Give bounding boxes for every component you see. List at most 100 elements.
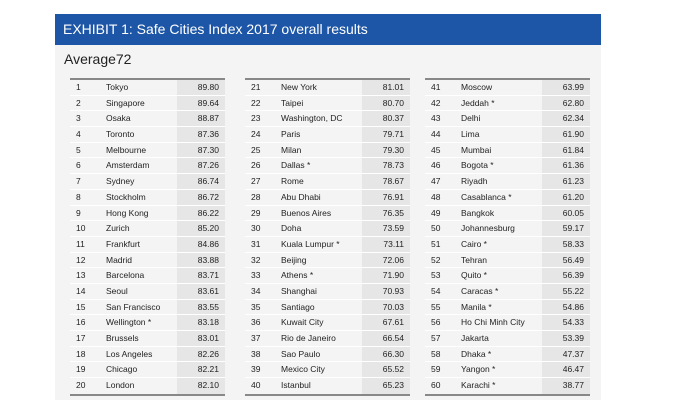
score-cell: 66.54 [362, 331, 410, 346]
score-cell: 79.71 [362, 127, 410, 142]
city-cell: Santiago [281, 301, 315, 312]
table-row: 6 Amsterdam 87.26 [70, 158, 225, 175]
table-row: 40 Istanbul 65.23 [245, 378, 410, 394]
table-row: 7 Sydney 86.74 [70, 174, 225, 190]
city-cell: Frankfurt [106, 238, 141, 249]
city-cell: Tokyo [106, 82, 129, 92]
table-row: 29 Buenos Aires 76.35 [245, 205, 410, 222]
score-cell: 82.10 [177, 378, 225, 394]
rank-cell: 37 [251, 333, 261, 343]
score-cell: 86.22 [177, 205, 225, 221]
table-row: 26 Dallas * 78.73 [245, 158, 410, 175]
city-cell: Karachi * [461, 380, 496, 391]
score-cell: 61.36 [542, 158, 590, 174]
rank-cell: 29 [251, 207, 261, 218]
city-cell: Rio de Janeiro [281, 333, 336, 343]
score-cell: 87.36 [177, 127, 225, 142]
score-cell: 47.37 [542, 346, 590, 362]
table-row: 55 Manila * 54.86 [425, 299, 590, 316]
table-row: 20 London 82.10 [70, 378, 225, 394]
city-cell: Taipei [281, 97, 304, 108]
table-row: 21 New York 81.01 [245, 80, 410, 96]
table-row: 41 Moscow 63.99 [425, 80, 590, 96]
city-cell: Mumbai [461, 144, 492, 155]
score-cell: 88.87 [177, 111, 225, 127]
table-row: 31 Kuala Lumpur * 73.11 [245, 236, 410, 253]
rank-cell: 39 [251, 364, 261, 375]
table-row: 39 Mexico City 65.52 [245, 362, 410, 379]
city-cell: Mexico City [281, 364, 325, 375]
rank-cell: 27 [251, 176, 261, 187]
rank-cell: 12 [76, 254, 86, 265]
score-cell: 83.55 [177, 299, 225, 315]
score-cell: 54.86 [542, 299, 590, 315]
rank-cell: 14 [76, 285, 86, 296]
city-cell: Rome [281, 176, 304, 187]
table-row: 52 Tehran 56.49 [425, 252, 590, 269]
rank-cell: 60 [431, 380, 441, 391]
rank-cell: 11 [76, 238, 85, 249]
rank-cell: 42 [431, 97, 441, 108]
score-cell: 87.30 [177, 142, 225, 158]
table-row: 9 Hong Kong 86.22 [70, 205, 225, 222]
city-cell: Johannesburg [461, 223, 515, 234]
score-cell: 76.35 [362, 205, 410, 221]
city-cell: Manila * [461, 301, 492, 312]
table-row: 36 Kuwait City 67.61 [245, 315, 410, 331]
table-row: 33 Athens * 71.90 [245, 268, 410, 284]
rank-cell: 40 [251, 380, 261, 391]
city-cell: Singapore [106, 97, 145, 108]
table-row: 18 Los Angeles 82.26 [70, 346, 225, 363]
table-row: 28 Abu Dhabi 76.91 [245, 189, 410, 206]
table-row: 23 Washington, DC 80.37 [245, 111, 410, 128]
rank-cell: 48 [431, 191, 441, 202]
score-cell: 71.90 [362, 268, 410, 283]
rank-cell: 22 [251, 97, 261, 108]
score-cell: 66.30 [362, 346, 410, 362]
rank-cell: 34 [251, 285, 261, 296]
rank-cell: 31 [251, 238, 261, 249]
table-row: 22 Taipei 80.70 [245, 95, 410, 112]
city-cell: Osaka [106, 113, 131, 124]
rank-cell: 21 [251, 82, 261, 92]
rank-cell: 25 [251, 144, 261, 155]
city-cell: Istanbul [281, 380, 311, 391]
score-cell: 79.30 [362, 142, 410, 158]
score-cell: 56.49 [542, 252, 590, 268]
rank-cell: 8 [76, 191, 81, 202]
city-cell: Bangkok [461, 207, 495, 218]
table-row: 60 Karachi * 38.77 [425, 378, 590, 394]
rank-cell: 58 [431, 348, 441, 359]
rank-cell: 45 [431, 144, 441, 155]
rank-cell: 6 [76, 160, 81, 171]
table-row: 42 Jeddah * 62.80 [425, 95, 590, 112]
city-cell: Doha [281, 223, 302, 234]
table-row: 10 Zurich 85.20 [70, 221, 225, 237]
score-cell: 60.05 [542, 205, 590, 221]
table-row: 16 Wellington * 83.18 [70, 315, 225, 331]
city-cell: Sydney [106, 176, 135, 187]
rank-cell: 59 [431, 364, 441, 375]
rank-cell: 54 [431, 285, 441, 296]
city-cell: Chicago [106, 364, 138, 375]
city-cell: Stockholm [106, 191, 146, 202]
table-row: 30 Doha 73.59 [245, 221, 410, 237]
rank-cell: 56 [431, 317, 441, 328]
rank-cell: 35 [251, 301, 261, 312]
rank-cell: 15 [76, 301, 86, 312]
score-cell: 89.64 [177, 95, 225, 111]
city-cell: Casablanca * [461, 191, 512, 202]
score-cell: 61.90 [542, 127, 590, 142]
rank-cell: 18 [76, 348, 86, 359]
rank-cell: 7 [76, 176, 81, 187]
rank-cell: 49 [431, 207, 441, 218]
table-row: 35 Santiago 70.03 [245, 299, 410, 316]
score-cell: 85.20 [177, 221, 225, 236]
score-cell: 61.20 [542, 189, 590, 205]
city-cell: Bogota * [461, 160, 494, 171]
table-row: 46 Bogota * 61.36 [425, 158, 590, 175]
city-cell: Barcelona [106, 270, 145, 281]
rank-cell: 24 [251, 129, 261, 140]
table-row: 57 Jakarta 53.39 [425, 331, 590, 347]
city-cell: Melbourne [106, 144, 147, 155]
